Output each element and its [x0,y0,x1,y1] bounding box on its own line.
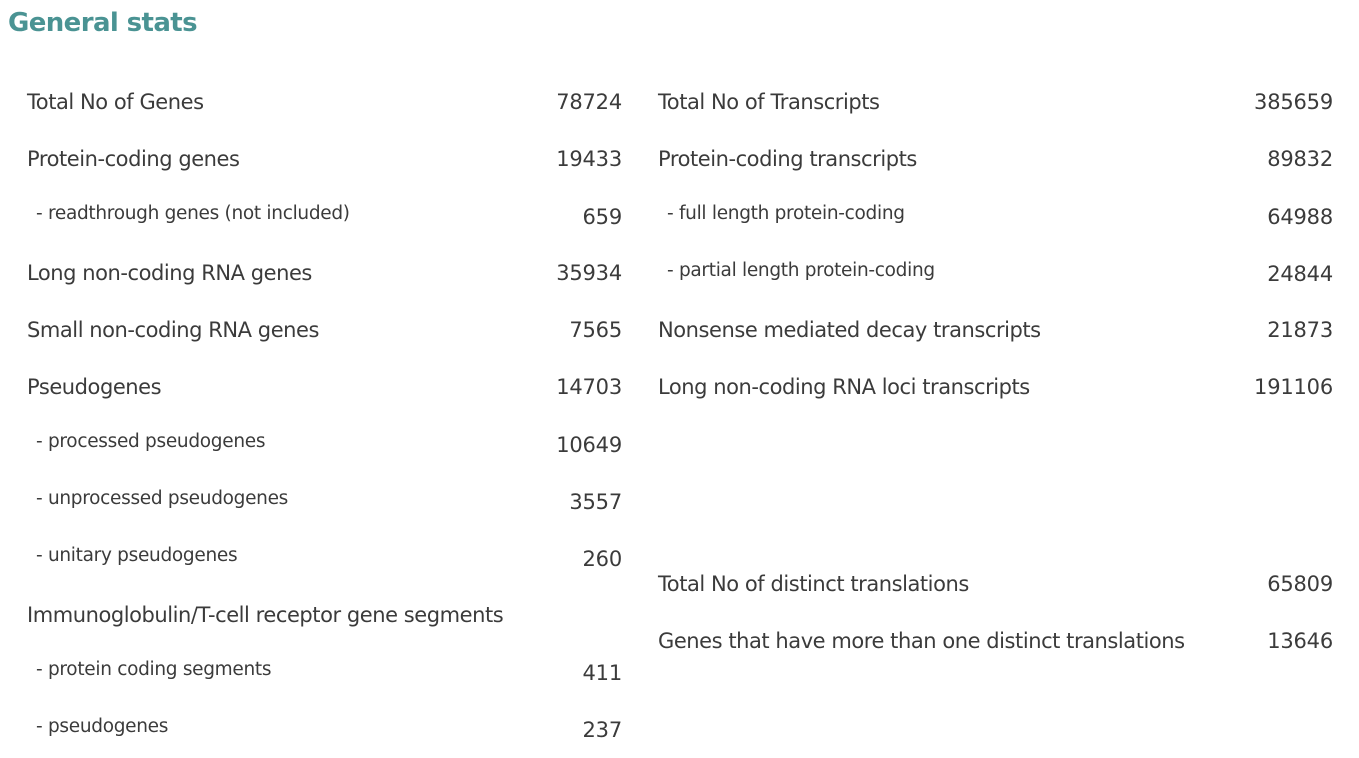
stat-value: 14703 [556,375,622,399]
stat-row-protein-coding-transcripts: Protein-coding transcripts 89832 [658,131,1333,188]
transcript-stats-column: Total No of Transcripts 385659 Protein-c… [658,74,1333,670]
stat-row-nmd-transcripts: Nonsense mediated decay transcripts 2187… [658,302,1333,359]
stat-row-distinct-translations: Total No of distinct translations 65809 [658,556,1333,613]
stat-value: 19433 [556,147,622,171]
stat-label: Total No of distinct translations [658,572,969,596]
stat-value: 24844 [1267,262,1333,286]
stat-row-pseudogenes: Pseudogenes 14703 [27,359,622,416]
page-title: General stats [8,8,198,38]
stat-label: - readthrough genes (not included) [36,203,350,224]
stat-label: Protein-coding transcripts [658,147,917,171]
stat-label: - full length protein-coding [667,203,905,224]
stat-label: - unitary pseudogenes [36,545,238,566]
stat-row-unitary-pseudogenes: - unitary pseudogenes 260 [27,530,622,587]
stat-row-protein-coding-segments: - protein coding segments 411 [27,644,622,701]
stat-label: - processed pseudogenes [36,431,266,452]
stat-row-protein-coding-genes: Protein-coding genes 19433 [27,131,622,188]
spacer [658,416,1333,556]
stat-row-total-genes: Total No of Genes 78724 [27,74,622,131]
stat-row-unprocessed-pseudogenes: - unprocessed pseudogenes 3557 [27,473,622,530]
stat-value: 7565 [569,318,622,342]
stat-row-total-transcripts: Total No of Transcripts 385659 [658,74,1333,131]
stat-row-full-length-protein-coding: - full length protein-coding 64988 [658,188,1333,245]
stat-row-sncrna-genes: Small non-coding RNA genes 7565 [27,302,622,359]
stat-value: 237 [582,718,623,742]
stat-value: 78724 [556,90,622,114]
stat-value: 89832 [1267,147,1333,171]
stat-label: Pseudogenes [27,375,162,399]
stat-row-segment-pseudogenes: - pseudogenes 237 [27,701,622,758]
stat-label: Small non-coding RNA genes [27,318,319,342]
stat-value: 659 [582,205,623,229]
stat-value: 35934 [556,261,622,285]
gene-stats-column: Total No of Genes 78724 Protein-coding g… [27,74,622,758]
stat-value: 21873 [1267,318,1333,342]
stat-row-partial-length-protein-coding: - partial length protein-coding 24844 [658,245,1333,302]
stat-value: 191106 [1254,375,1333,399]
stat-label: Long non-coding RNA loci transcripts [658,375,1030,399]
stat-value: 13646 [1267,629,1333,653]
stat-label: - unprocessed pseudogenes [36,488,289,509]
stat-label: Protein-coding genes [27,147,240,171]
stat-value: 64988 [1267,205,1333,229]
stat-label: - pseudogenes [36,716,169,737]
stat-row-readthrough-genes: - readthrough genes (not included) 659 [27,188,622,245]
stat-value: 65809 [1267,572,1333,596]
stat-label: Immunoglobulin/T-cell receptor gene segm… [27,603,504,627]
stat-value: 385659 [1254,90,1333,114]
stat-label: Nonsense mediated decay transcripts [658,318,1041,342]
stat-value: 3557 [569,490,622,514]
stat-row-lncrna-transcripts: Long non-coding RNA loci transcripts 191… [658,359,1333,416]
stat-label: - protein coding segments [36,659,272,680]
stat-value: 260 [582,547,623,571]
stat-label: Genes that have more than one distinct t… [658,629,1185,653]
stat-label: - partial length protein-coding [667,260,935,281]
stat-value: 10649 [556,433,622,457]
stat-row-ig-tcr-segments: Immunoglobulin/T-cell receptor gene segm… [27,587,622,644]
stat-label: Long non-coding RNA genes [27,261,312,285]
stat-label: Total No of Genes [27,90,204,114]
stat-label: Total No of Transcripts [658,90,880,114]
stat-row-processed-pseudogenes: - processed pseudogenes 10649 [27,416,622,473]
stat-row-multi-translation-genes: Genes that have more than one distinct t… [658,613,1333,670]
stat-value: 411 [582,661,623,685]
stat-row-lncrna-genes: Long non-coding RNA genes 35934 [27,245,622,302]
